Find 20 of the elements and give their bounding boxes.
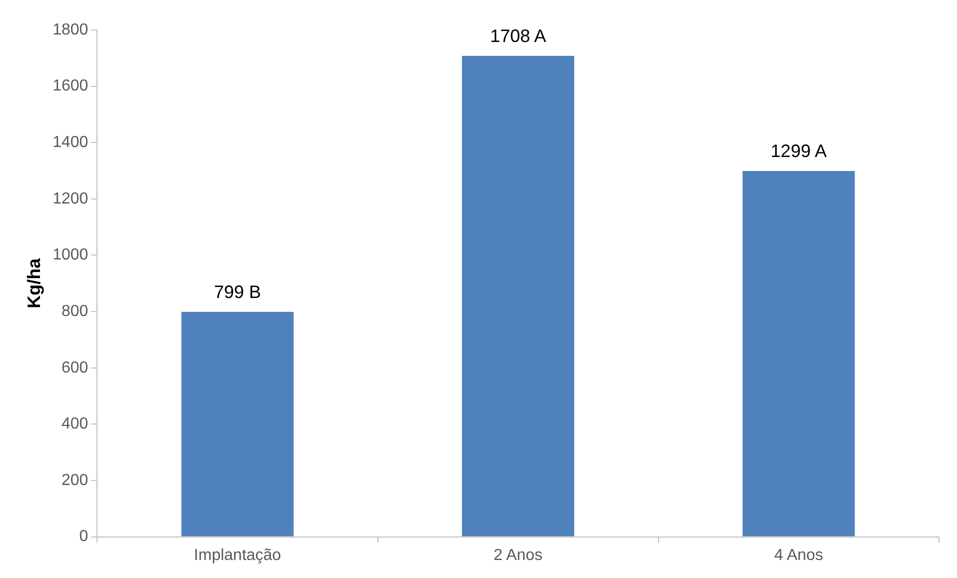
bar xyxy=(742,171,855,536)
data-label: 799 B xyxy=(214,282,262,302)
y-tick-label: 1400 xyxy=(52,134,88,152)
y-tick-label: 0 xyxy=(79,528,88,546)
y-tick-label: 200 xyxy=(61,472,88,489)
bar xyxy=(462,56,574,536)
x-tick-label: 4 Anos xyxy=(774,546,824,564)
y-tick-label: 1200 xyxy=(52,190,88,208)
y-tick-label: 1000 xyxy=(52,246,88,264)
bar xyxy=(181,312,294,536)
y-tick-label: 800 xyxy=(61,302,88,320)
x-tick-label: Implantação xyxy=(194,546,282,564)
y-tick-label: 600 xyxy=(61,359,88,376)
data-label: 1299 A xyxy=(770,141,827,162)
data-label: 1708 A xyxy=(490,26,546,46)
y-tick-label: 1600 xyxy=(52,78,88,95)
y-axis-title: Kg/ha xyxy=(24,257,44,308)
y-tick-label: 400 xyxy=(61,416,88,433)
y-tick-label: 1800 xyxy=(52,21,88,38)
x-tick-label: 2 Anos xyxy=(494,546,543,564)
